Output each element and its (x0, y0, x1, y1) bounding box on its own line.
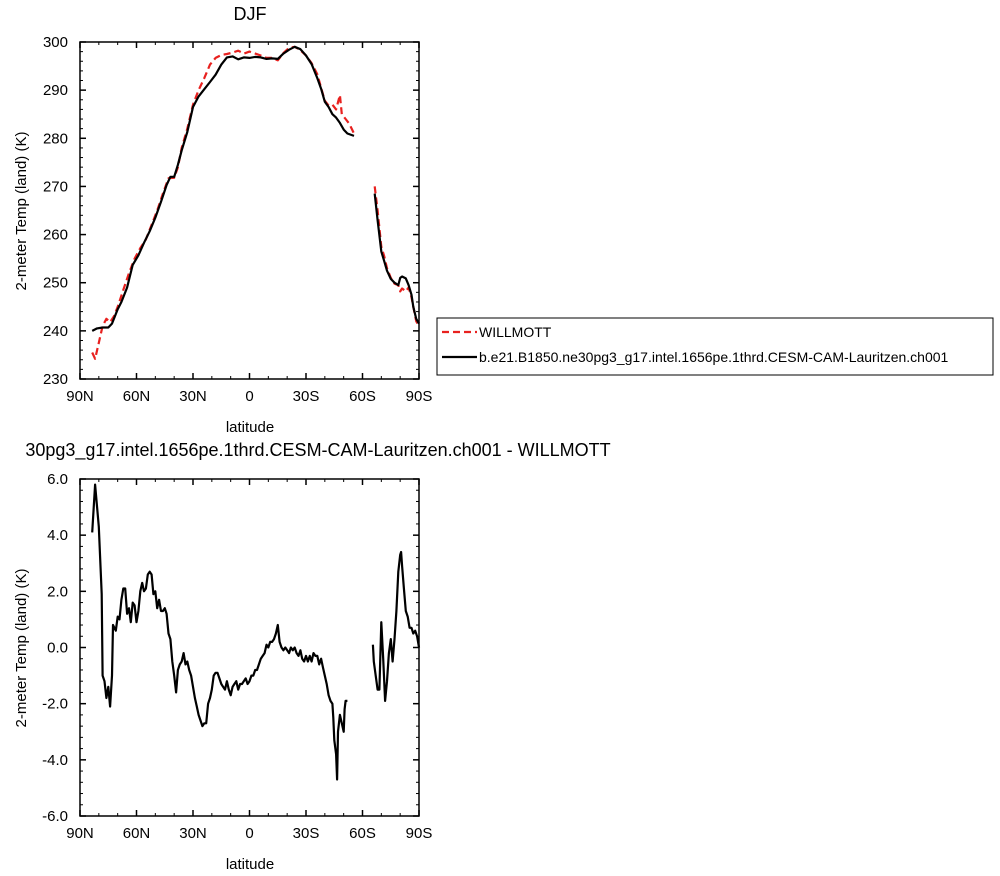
x-tick-label: 60S (349, 388, 376, 405)
bottom-x-ticks: 90N 60N 30N 0 30S 60S 90S (66, 479, 432, 842)
bottom-plot-lines (91, 483, 421, 781)
y-tick-label: 290 (43, 82, 68, 99)
bottom-y-axis-label: 2-meter Temp (land) (K) (13, 569, 30, 728)
bottom-x-axis-label: latitude (226, 856, 274, 873)
y-tick-label: 270 (43, 178, 68, 195)
y-tick-label: 0.0 (47, 640, 68, 657)
x-tick-label: 30N (179, 388, 207, 405)
y-tick-label: 4.0 (47, 527, 68, 544)
legend: WILLMOTT b.e21.B1850.ne30pg3_g17.intel.1… (436, 317, 994, 376)
top-x-axis-label: latitude (226, 419, 274, 436)
y-tick-label: -6.0 (42, 808, 68, 825)
y-tick-label: 260 (43, 227, 68, 244)
x-tick-label: 0 (245, 388, 253, 405)
top-y-axis-label: 2-meter Temp (land) (K) (13, 132, 30, 291)
x-tick-label: 90S (406, 388, 433, 405)
x-tick-label: 30S (293, 825, 320, 842)
series-line-willmott-seg1 (91, 45, 355, 360)
series-line-b-e21-b1850-ne30pg3-g17-intel--seg1 (91, 45, 355, 332)
y-tick-label: 6.0 (47, 471, 68, 488)
y-tick-label: 250 (43, 275, 68, 292)
legend-label-model: b.e21.B1850.ne30pg3_g17.intel.1656pe.1th… (479, 349, 949, 365)
x-tick-label: 60S (349, 825, 376, 842)
series-line-difference-seg1 (91, 483, 348, 781)
x-tick-label: 0 (245, 825, 253, 842)
top-x-ticks: 90N 60N 30N 0 30S 60S 90S (66, 42, 432, 405)
y-tick-label: -4.0 (42, 752, 68, 769)
series-line-b-e21-b1850-ne30pg3-g17-intel--seg2 (373, 193, 420, 325)
x-tick-label: 30S (293, 388, 320, 405)
y-tick-label: 230 (43, 371, 68, 388)
series-line-difference-seg2 (371, 550, 421, 703)
y-tick-label: 2.0 (47, 583, 68, 600)
y-tick-label: 300 (43, 34, 68, 51)
bottom-plot-frame (79, 478, 420, 817)
y-tick-label: 280 (43, 130, 68, 147)
x-tick-label: 60N (123, 825, 151, 842)
y-tick-label: -2.0 (42, 696, 68, 713)
x-tick-label: 90S (406, 825, 433, 842)
legend-label-willmott: WILLMOTT (479, 324, 552, 340)
top-plot: DJF 90N 60N 30N 0 30S 60S 90S 2302402502602702… (13, 4, 432, 436)
x-tick-label: 60N (123, 388, 151, 405)
legend-box (436, 317, 994, 376)
x-tick-label: 90N (66, 825, 94, 842)
top-y-ticks: 230 240 250 260 270 280 290 300 (43, 34, 419, 388)
bottom-y-ticks: -6.0 -4.0 -2.0 0.0 2.0 4.0 6.0 (42, 471, 419, 825)
bottom-plot-title: 30pg3_g17.intel.1656pe.1thrd.CESM-CAM-La… (25, 440, 610, 461)
x-tick-label: 30N (179, 825, 207, 842)
bottom-plot: 30pg3_g17.intel.1656pe.1thrd.CESM-CAM-La… (13, 440, 611, 873)
x-tick-label: 90N (66, 388, 94, 405)
top-plot-frame (79, 41, 420, 380)
top-plot-title: DJF (234, 4, 267, 24)
top-plot-lines (91, 45, 420, 360)
y-tick-label: 240 (43, 323, 68, 340)
